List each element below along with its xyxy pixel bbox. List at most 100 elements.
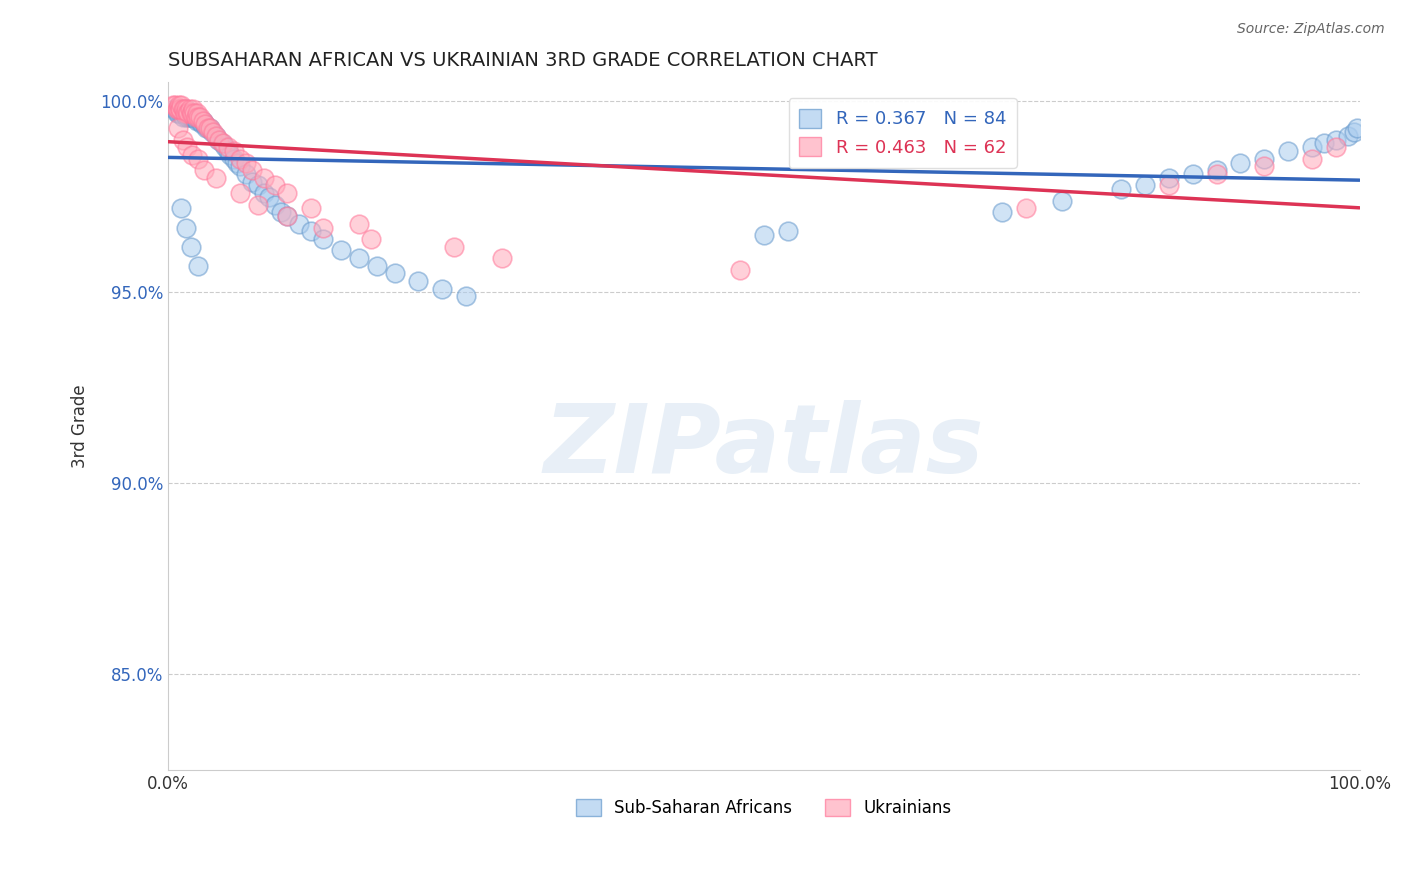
Point — [172, 106, 194, 120]
Point — [194, 117, 217, 131]
Point — [181, 106, 204, 120]
Point — [347, 251, 370, 265]
Point — [184, 110, 207, 124]
Point — [183, 106, 205, 120]
Point — [1253, 152, 1275, 166]
Point — [181, 110, 204, 124]
Point — [299, 224, 322, 238]
Point — [1253, 160, 1275, 174]
Point — [776, 224, 799, 238]
Point — [205, 170, 228, 185]
Point — [1346, 121, 1368, 136]
Text: ZIPatlas: ZIPatlas — [544, 401, 984, 493]
Point — [228, 186, 250, 201]
Point — [201, 125, 224, 139]
Point — [176, 106, 198, 120]
Point — [172, 102, 194, 116]
Point — [181, 148, 204, 162]
Point — [276, 186, 298, 201]
Point — [169, 106, 191, 120]
Point — [190, 110, 212, 124]
Point — [728, 262, 751, 277]
Y-axis label: 3rd Grade: 3rd Grade — [72, 384, 89, 468]
Point — [1336, 128, 1358, 143]
Text: Source: ZipAtlas.com: Source: ZipAtlas.com — [1237, 22, 1385, 37]
Point — [166, 121, 188, 136]
Point — [443, 239, 465, 253]
Point — [174, 102, 197, 116]
Point — [217, 144, 239, 158]
Point — [197, 121, 219, 136]
Point — [166, 106, 188, 120]
Point — [264, 178, 287, 193]
Point — [222, 152, 245, 166]
Point — [235, 155, 257, 169]
Point — [190, 113, 212, 128]
Point — [240, 163, 263, 178]
Point — [197, 121, 219, 136]
Point — [228, 160, 250, 174]
Point — [162, 98, 184, 112]
Point — [408, 274, 430, 288]
Point — [329, 244, 352, 258]
Point — [177, 110, 200, 124]
Point — [1205, 163, 1227, 178]
Point — [1277, 144, 1299, 158]
Point — [752, 228, 775, 243]
Point — [177, 106, 200, 120]
Point — [432, 282, 454, 296]
Point — [195, 121, 218, 136]
Point — [347, 217, 370, 231]
Point — [312, 220, 335, 235]
Point — [264, 197, 287, 211]
Point — [191, 113, 214, 128]
Point — [166, 106, 188, 120]
Point — [174, 106, 197, 120]
Point — [169, 102, 191, 116]
Point — [170, 202, 193, 216]
Point — [1313, 136, 1336, 151]
Point — [174, 110, 197, 124]
Point — [181, 102, 204, 116]
Point — [179, 106, 201, 120]
Point — [187, 259, 209, 273]
Point — [454, 289, 477, 303]
Point — [202, 125, 225, 139]
Point — [187, 110, 209, 124]
Point — [184, 110, 207, 124]
Point — [205, 128, 228, 143]
Point — [198, 121, 221, 136]
Point — [226, 155, 249, 169]
Point — [181, 110, 204, 124]
Point — [1015, 202, 1038, 216]
Point — [212, 136, 235, 151]
Point — [163, 102, 186, 116]
Point — [193, 163, 215, 178]
Point — [166, 102, 188, 116]
Text: SUBSAHARAN AFRICAN VS UKRAINIAN 3RD GRADE CORRELATION CHART: SUBSAHARAN AFRICAN VS UKRAINIAN 3RD GRAD… — [169, 51, 877, 70]
Point — [1343, 125, 1365, 139]
Point — [1205, 167, 1227, 181]
Point — [384, 266, 406, 280]
Point — [187, 110, 209, 124]
Point — [191, 113, 214, 128]
Point — [179, 110, 201, 124]
Point — [188, 113, 211, 128]
Point — [173, 102, 195, 116]
Point — [276, 209, 298, 223]
Point — [186, 113, 208, 128]
Point — [360, 232, 382, 246]
Point — [165, 98, 187, 112]
Point — [187, 152, 209, 166]
Point — [169, 102, 191, 116]
Point — [1157, 170, 1180, 185]
Point — [1157, 178, 1180, 193]
Point — [1050, 194, 1073, 208]
Point — [366, 259, 388, 273]
Point — [288, 217, 311, 231]
Point — [174, 102, 197, 116]
Point — [246, 178, 269, 193]
Point — [208, 133, 231, 147]
Point — [235, 167, 257, 181]
Point — [1181, 167, 1204, 181]
